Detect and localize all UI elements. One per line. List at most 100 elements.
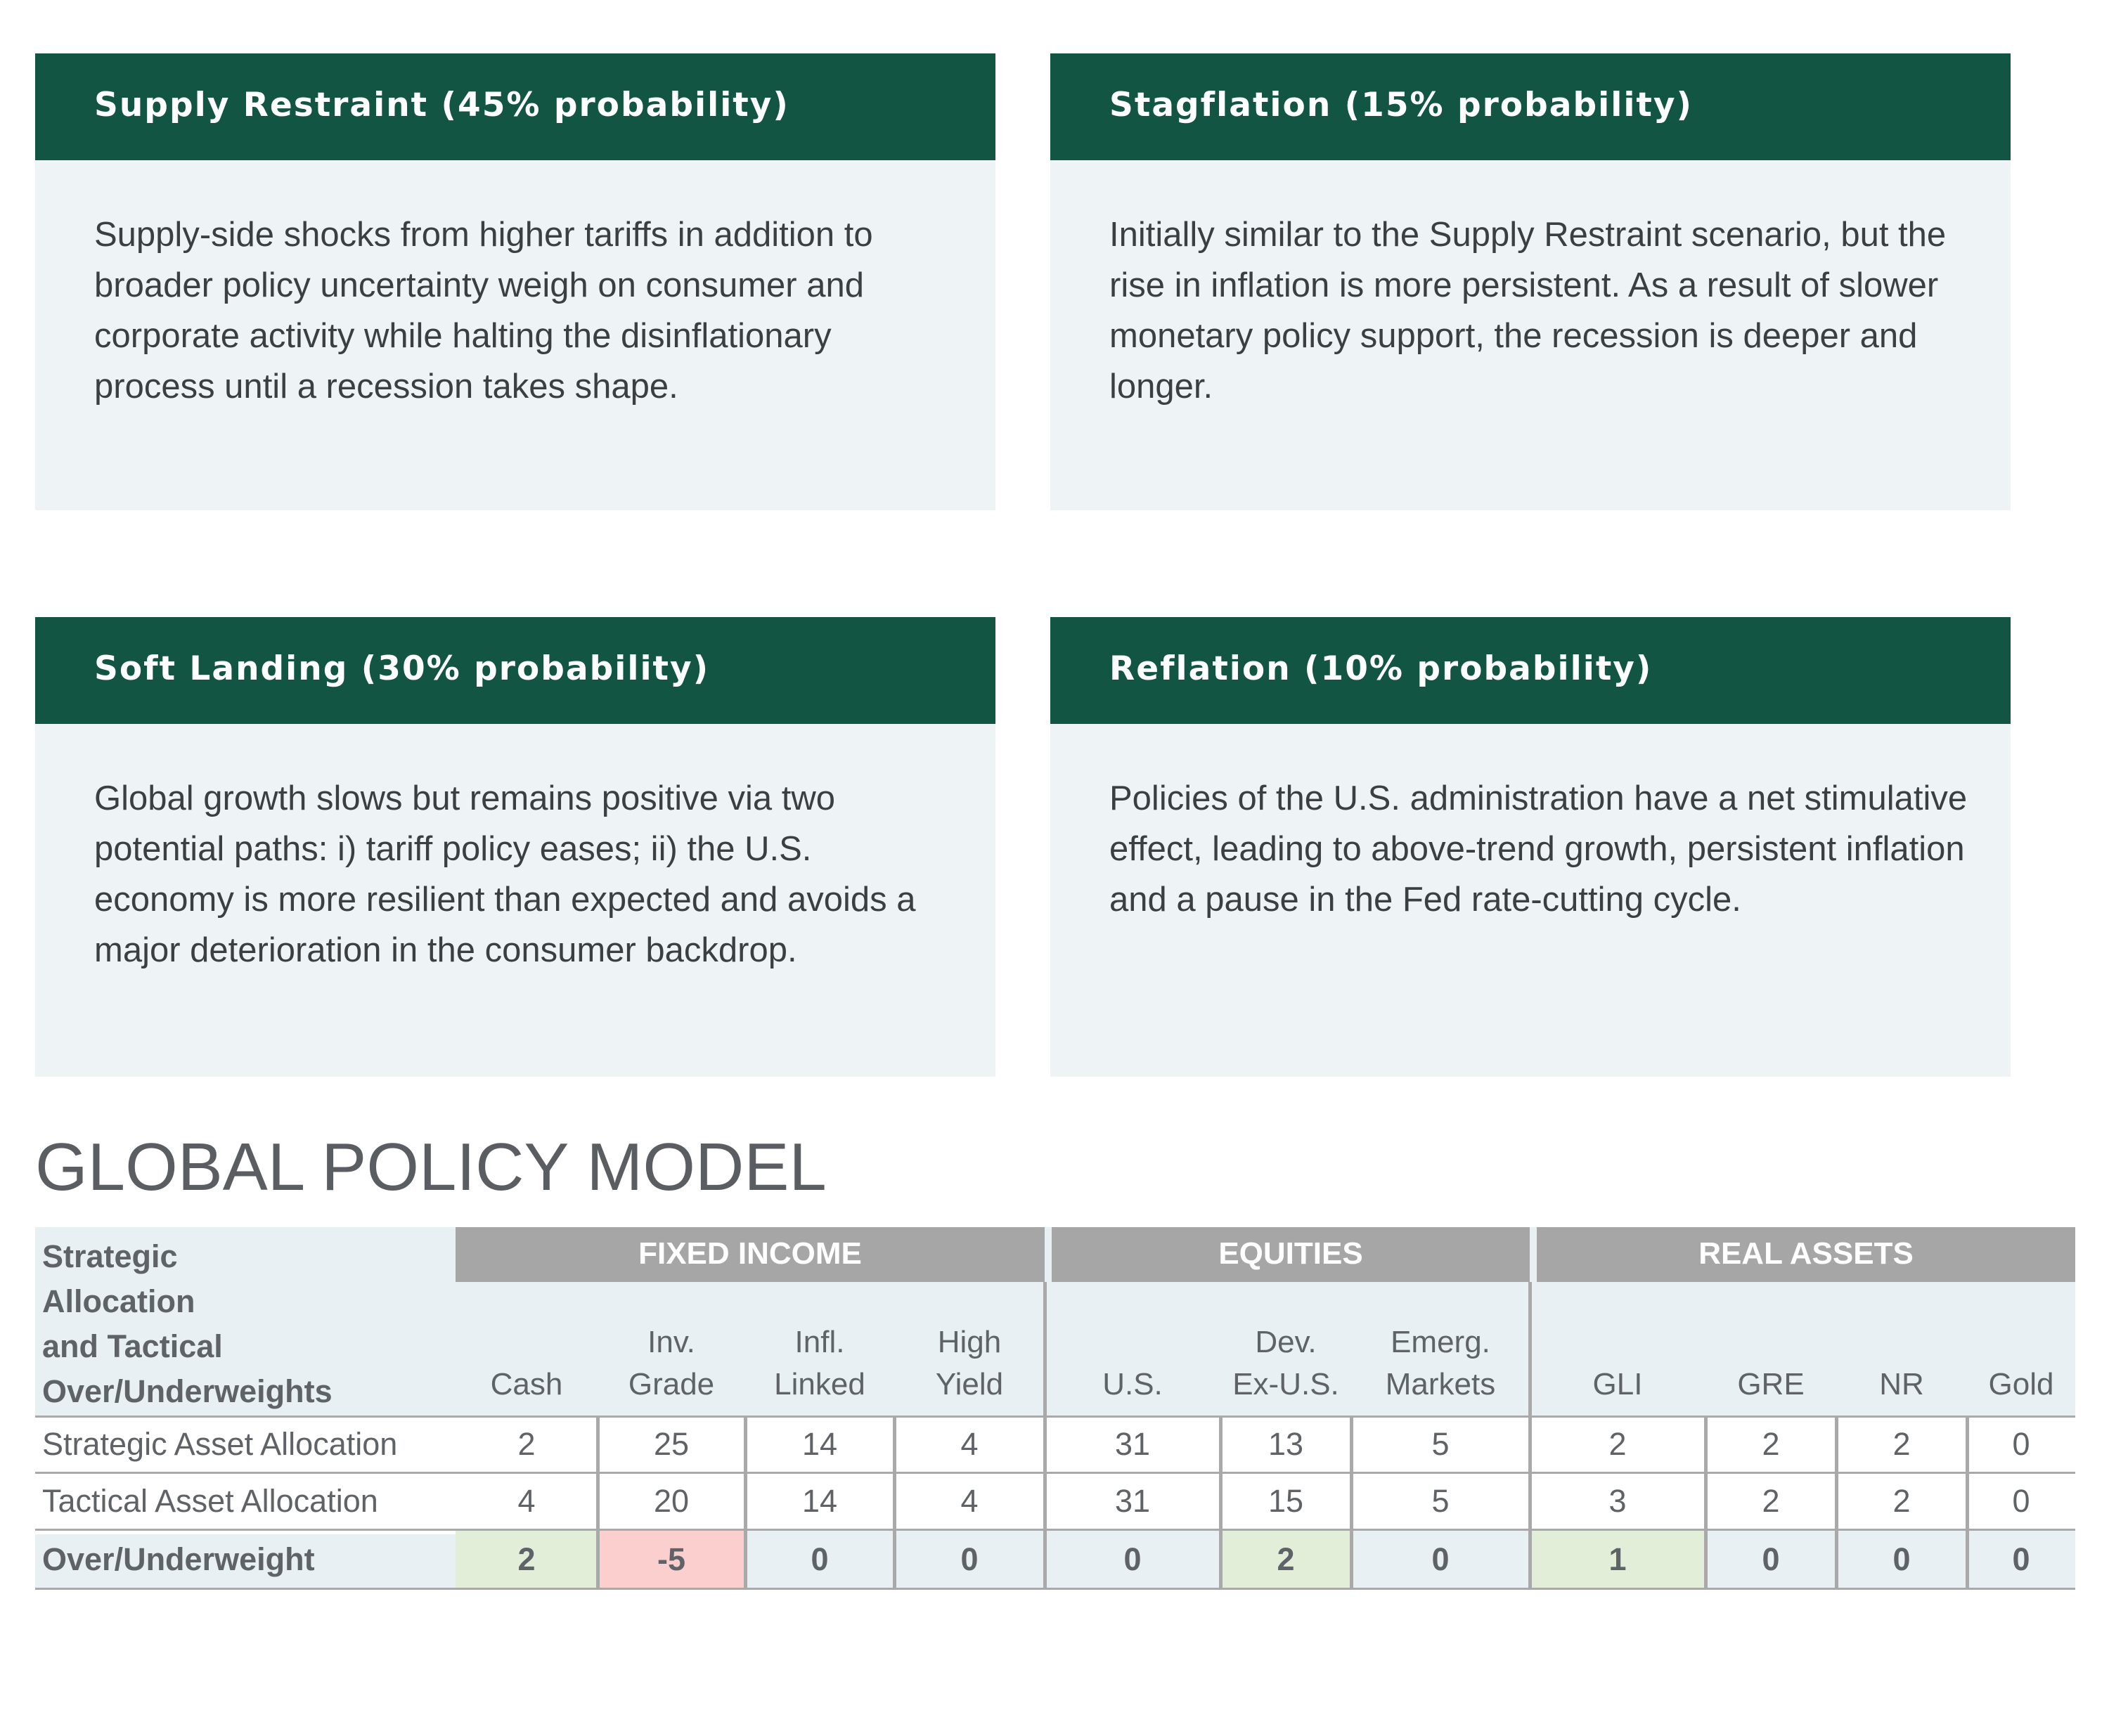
table-cell: 4 <box>517 1483 536 1519</box>
table-cell: 31 <box>1114 1426 1151 1462</box>
column-header-line: Gold <box>1988 1367 2054 1401</box>
cell-divider <box>893 1472 896 1529</box>
table-cell: 0 <box>894 1531 1045 1588</box>
group-separator <box>1528 1282 1532 1416</box>
table-cell: 2 <box>1762 1483 1780 1519</box>
column-header-line: GLI <box>1592 1367 1643 1401</box>
scenario-title: Stagflation (15% probability) <box>1050 53 2011 160</box>
column-header-line: High <box>937 1325 1002 1359</box>
cell-divider <box>1704 1472 1708 1529</box>
cell-divider <box>1350 1472 1353 1529</box>
row-header: Strategic Allocation and Tactical Over/U… <box>42 1234 436 1414</box>
table-cell: 2 <box>1762 1426 1780 1462</box>
cell-divider <box>1219 1416 1223 1472</box>
column-header-line: Dev. <box>1255 1325 1317 1359</box>
cell-divider <box>1350 1416 1353 1472</box>
column-header-line: Grade <box>628 1367 715 1401</box>
cell-divider <box>744 1529 747 1588</box>
table-cell: 0 <box>1836 1531 1967 1588</box>
row-label-strategic: Strategic Asset Allocation <box>42 1426 398 1462</box>
cell-divider <box>1835 1416 1838 1472</box>
column-header-line: Inv. <box>647 1325 695 1359</box>
table-cell: 0 <box>2012 1426 2030 1462</box>
cell-divider <box>1219 1529 1223 1588</box>
scenario-card-soft-landing: Soft Landing (30% probability) Global gr… <box>35 617 995 1077</box>
table-cell: 15 <box>1268 1483 1304 1519</box>
table-cell: 2 <box>1608 1426 1627 1462</box>
column-header: High Yield <box>894 1310 1045 1406</box>
cell-divider <box>1704 1416 1708 1472</box>
group-header-equities: EQUITIES <box>1052 1227 1530 1282</box>
cell-divider <box>1528 1529 1532 1588</box>
row-divider <box>35 1529 2075 1531</box>
cell-divider <box>1043 1472 1047 1529</box>
row-header-line: Allocation <box>42 1283 195 1319</box>
scenario-title: Reflation (10% probability) <box>1050 617 2011 724</box>
cell-divider <box>1043 1416 1047 1472</box>
table-cell: 0 <box>1705 1531 1836 1588</box>
table-cell: 1 <box>1530 1531 1705 1588</box>
column-header: NR <box>1836 1310 1967 1406</box>
group-separator <box>1043 1282 1047 1416</box>
scenario-card-supply-restraint: Supply Restraint (45% probability) Suppl… <box>35 53 995 510</box>
column-header: Gold <box>1967 1310 2075 1406</box>
column-header-line: Linked <box>774 1367 865 1401</box>
table-cell: 20 <box>653 1483 690 1519</box>
scenario-title: Soft Landing (30% probability) <box>35 617 995 724</box>
table-cell: 0 <box>1967 1531 2075 1588</box>
row-divider <box>35 1588 2075 1590</box>
cell-divider <box>1966 1529 1969 1588</box>
cell-divider <box>1966 1472 1969 1529</box>
column-header-line: Markets <box>1385 1367 1496 1401</box>
table-cell: 0 <box>1351 1531 1530 1588</box>
cell-divider <box>1043 1529 1047 1588</box>
scenario-card-reflation: Reflation (10% probability) Policies of … <box>1050 617 2011 1077</box>
column-header: GRE <box>1705 1310 1836 1406</box>
table-cell: 14 <box>801 1483 838 1519</box>
column-header: Emerg. Markets <box>1351 1310 1530 1406</box>
scenario-card-stagflation: Stagflation (15% probability) Initially … <box>1050 53 2011 510</box>
scenario-title: Supply Restraint (45% probability) <box>35 53 995 160</box>
allocation-table: FIXED INCOME EQUITIES REAL ASSETS Strate… <box>35 1227 2075 1590</box>
cell-divider <box>1528 1416 1532 1472</box>
group-header-fixed-income: FIXED INCOME <box>456 1227 1045 1282</box>
table-cell: 5 <box>1431 1483 1450 1519</box>
column-header-line: GRE <box>1737 1367 1805 1401</box>
table-cell: 4 <box>960 1483 979 1519</box>
column-header-line: Ex-U.S. <box>1232 1367 1339 1401</box>
column-header-line: Yield <box>935 1367 1004 1401</box>
scenario-description: Supply-side shocks from higher tariffs i… <box>35 160 995 510</box>
table-cell: 0 <box>745 1531 894 1588</box>
cell-divider <box>1219 1472 1223 1529</box>
column-header: Infl. Linked <box>745 1310 894 1406</box>
cell-divider <box>596 1472 600 1529</box>
cell-divider <box>1528 1472 1532 1529</box>
table-cell: 5 <box>1431 1426 1450 1462</box>
row-header-line: and Tactical <box>42 1328 223 1364</box>
table-cell: 0 <box>2012 1483 2030 1519</box>
column-header-line: Cash <box>490 1367 563 1401</box>
cell-divider <box>744 1416 747 1472</box>
table-cell: 0 <box>1045 1531 1220 1588</box>
column-header: Inv. Grade <box>598 1310 745 1406</box>
scenario-description: Initially similar to the Supply Restrain… <box>1050 160 2011 510</box>
cell-divider <box>596 1529 600 1588</box>
table-cell: 14 <box>801 1426 838 1462</box>
row-header-line: Over/Underweights <box>42 1373 333 1409</box>
table-cell: 25 <box>653 1426 690 1462</box>
table-cell: 2 <box>456 1531 598 1588</box>
cell-divider <box>1350 1529 1353 1588</box>
cell-divider <box>1835 1472 1838 1529</box>
table-cell: 2 <box>1220 1531 1351 1588</box>
column-header: GLI <box>1530 1310 1705 1406</box>
column-header: Dev. Ex-U.S. <box>1220 1310 1351 1406</box>
row-divider <box>35 1472 2075 1474</box>
column-header: Cash <box>456 1310 598 1406</box>
column-header-line: U.S. <box>1102 1367 1163 1401</box>
cell-divider <box>893 1416 896 1472</box>
table-cell: 2 <box>517 1426 536 1462</box>
cell-divider <box>596 1416 600 1472</box>
cell-divider <box>1966 1416 1969 1472</box>
table-cell: 4 <box>960 1426 979 1462</box>
table-cell: 2 <box>1892 1483 1911 1519</box>
